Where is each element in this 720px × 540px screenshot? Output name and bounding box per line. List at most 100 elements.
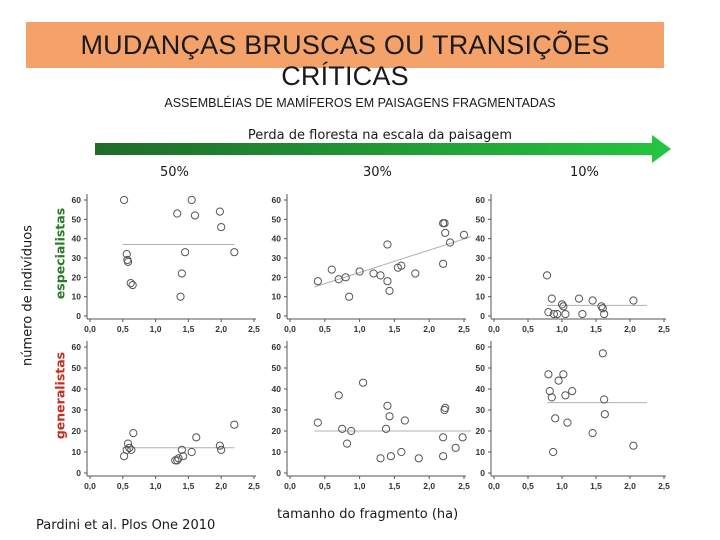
y-tick-label: 60 [476,195,486,205]
x-tick-label: 2,0 [215,481,227,491]
x-tick-label: 1,5 [590,324,602,334]
x-tick-label: 0,0 [84,481,96,491]
data-point [600,410,609,419]
title-banner: MUDANÇAS BRUSCAS OU TRANSIÇÕES CRÍTICAS [26,22,664,91]
data-point [598,349,607,358]
data-point [554,376,563,385]
column-label-50: 50% [160,165,189,180]
y-tick-label: 0 [480,468,485,478]
data-point [544,370,553,379]
data-point [327,265,336,274]
y-tick-label: 0 [76,468,81,478]
y-tick-label: 60 [272,195,282,205]
data-point [561,391,570,400]
data-point [230,248,239,257]
x-axis-label: tamanho do fragmento (ha) [277,507,459,522]
data-point [376,454,385,463]
y-tick-label: 40 [272,234,282,244]
x-tick-label: 1,0 [556,324,568,334]
x-tick-label: 1,5 [182,324,194,334]
data-point [439,433,448,442]
x-tick-label: 0,5 [522,324,534,334]
x-tick-label: 2,0 [215,324,227,334]
data-point [120,195,129,205]
y-tick-label: 30 [72,405,82,415]
y-tick-label: 30 [272,253,282,263]
data-point [397,447,406,457]
x-tick-label: 1,0 [354,481,366,491]
data-point [383,240,392,249]
data-point [557,300,567,309]
data-point [125,443,134,452]
x-tick-label: 1,5 [388,481,400,491]
y-tick-label: 30 [272,405,282,415]
x-tick-label: 1,5 [590,481,602,491]
x-tick-label: 2,0 [423,481,435,491]
data-point [345,292,354,301]
data-point [127,445,136,454]
x-tick-label: 1,0 [150,324,162,334]
y-tick-label: 50 [476,363,486,373]
data-point [451,443,460,452]
data-point [561,309,570,319]
column-label-10: 10% [570,165,599,180]
data-point [215,441,224,450]
x-tick-label: 2,5 [658,481,670,491]
data-point [177,445,186,454]
subtitle: ASSEMBLÉIAS DE MAMÍFEROS EM PAISAGENS FR… [164,96,556,110]
data-point [381,424,391,433]
data-point [385,412,394,421]
data-point [173,456,182,465]
y-tick-label: 50 [272,214,282,224]
data-point [383,401,392,410]
data-point [347,426,356,436]
x-tick-label: 2,0 [624,324,636,334]
x-tick-label: 0,0 [488,481,500,491]
x-tick-label: 0,0 [284,481,296,491]
data-point [547,294,556,303]
x-tick-label: 1,0 [354,324,366,334]
y-tick-label: 0 [276,468,281,478]
data-point [341,273,350,282]
y-tick-label: 20 [272,272,282,282]
y-tick-label: 10 [72,447,82,457]
x-tick-label: 2,0 [624,481,636,491]
x-tick-label: 0,0 [84,324,96,334]
slide-title: MUDANÇAS BRUSCAS OU TRANSIÇÕES CRÍTICAS [80,30,610,91]
fit-line [314,236,472,288]
scatter-panel: 0 10 20 30 40 50 60 0,0 0,5 1,0 1,5 2,0 2,5 [272,194,472,334]
data-point [177,269,186,278]
data-point [439,452,448,461]
x-tick-label: 0,5 [522,481,534,491]
x-tick-label: 0,5 [319,324,331,334]
data-point [600,395,609,404]
x-tick-label: 0,5 [117,481,129,491]
y-tick-label: 40 [72,384,82,394]
data-point [217,222,226,232]
data-point [549,309,558,319]
x-tick-label: 1,5 [388,324,400,334]
y-tick-label: 50 [72,214,82,224]
y-tick-label: 20 [272,426,282,436]
data-point [122,250,131,259]
data-point [629,296,638,305]
data-point [355,267,364,276]
y-tick-label: 60 [272,342,282,352]
scatter-panel: 0 10 20 30 40 50 60 0,0 0,5 1,0 1,5 2,0 2,5 [476,341,670,491]
data-point [334,391,343,400]
data-point [174,454,183,463]
x-tick-label: 2,5 [458,324,470,334]
y-tick-label: 50 [476,214,486,224]
data-point [445,238,455,247]
data-point [598,304,607,313]
data-point [588,429,597,438]
data-point [215,207,224,216]
data-point [129,429,138,438]
y-tick-label: 40 [272,384,282,394]
y-tick-label: 40 [72,234,82,244]
data-point [338,424,347,433]
data-point [597,302,606,311]
x-tick-label: 0,5 [319,481,331,491]
data-point [376,271,385,280]
data-point [126,279,135,288]
